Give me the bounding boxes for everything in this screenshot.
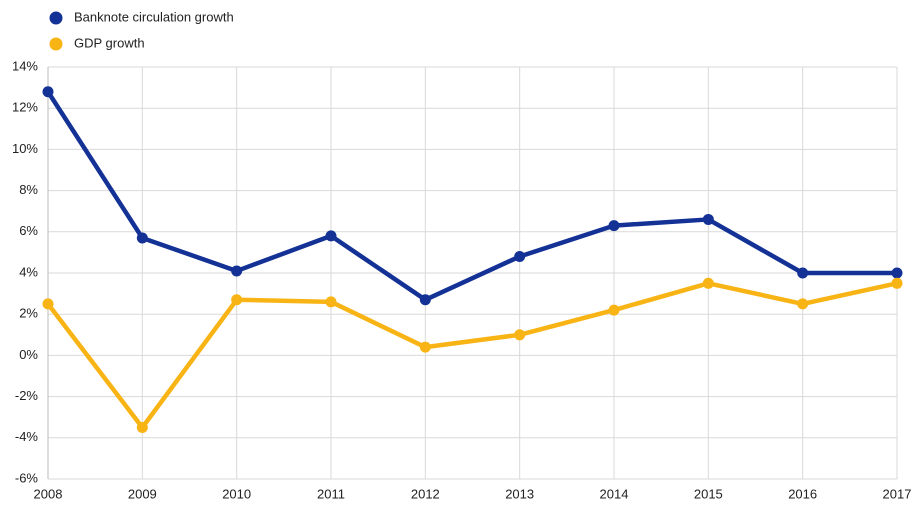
x-tick-label: 2013	[505, 486, 534, 501]
data-point	[514, 251, 526, 263]
data-point	[702, 213, 714, 225]
data-point	[608, 304, 620, 316]
x-tick-label: 2016	[788, 486, 817, 501]
series-line	[46, 281, 898, 430]
x-tick-label: 2012	[411, 486, 440, 501]
x-tick-label: 2015	[694, 486, 723, 501]
data-point	[325, 230, 337, 242]
legend-marker	[49, 11, 63, 25]
x-tick-label: 2014	[600, 486, 629, 501]
x-tick-label: 2008	[34, 486, 63, 501]
x-tick-label: 2011	[317, 486, 345, 501]
y-tick-label: -6%	[15, 470, 39, 485]
data-point	[608, 220, 620, 232]
y-tick-label: 8%	[19, 182, 38, 197]
data-point	[42, 86, 54, 98]
x-tick-label: 2009	[128, 486, 157, 501]
y-tick-label: 10%	[12, 141, 38, 156]
data-point	[42, 298, 54, 310]
y-tick-label: -4%	[15, 429, 39, 444]
legend-label: Banknote circulation growth	[74, 9, 234, 24]
data-point	[136, 422, 148, 433]
data-point	[419, 341, 431, 353]
data-point	[136, 232, 148, 244]
data-point	[419, 294, 431, 306]
data-point	[891, 277, 903, 289]
legend-marker	[49, 37, 63, 51]
data-point	[231, 265, 243, 277]
data-point	[797, 298, 809, 310]
y-tick-label: 14%	[12, 58, 38, 73]
y-tick-label: 0%	[19, 347, 38, 362]
y-tick-label: 4%	[19, 264, 38, 279]
y-tick-label: -2%	[15, 388, 39, 403]
legend-label: GDP growth	[74, 35, 145, 50]
data-point	[797, 267, 809, 279]
y-tick-label: 12%	[12, 100, 38, 115]
x-tick-label: 2010	[222, 486, 251, 501]
data-point	[325, 296, 337, 308]
x-tick-label: 2017	[883, 486, 912, 501]
y-tick-label: 2%	[19, 306, 38, 321]
y-tick-label: 6%	[19, 223, 38, 238]
data-point	[702, 277, 714, 289]
series-line	[46, 90, 897, 303]
data-point	[231, 294, 243, 306]
data-point	[514, 329, 526, 341]
data-point	[891, 267, 903, 279]
